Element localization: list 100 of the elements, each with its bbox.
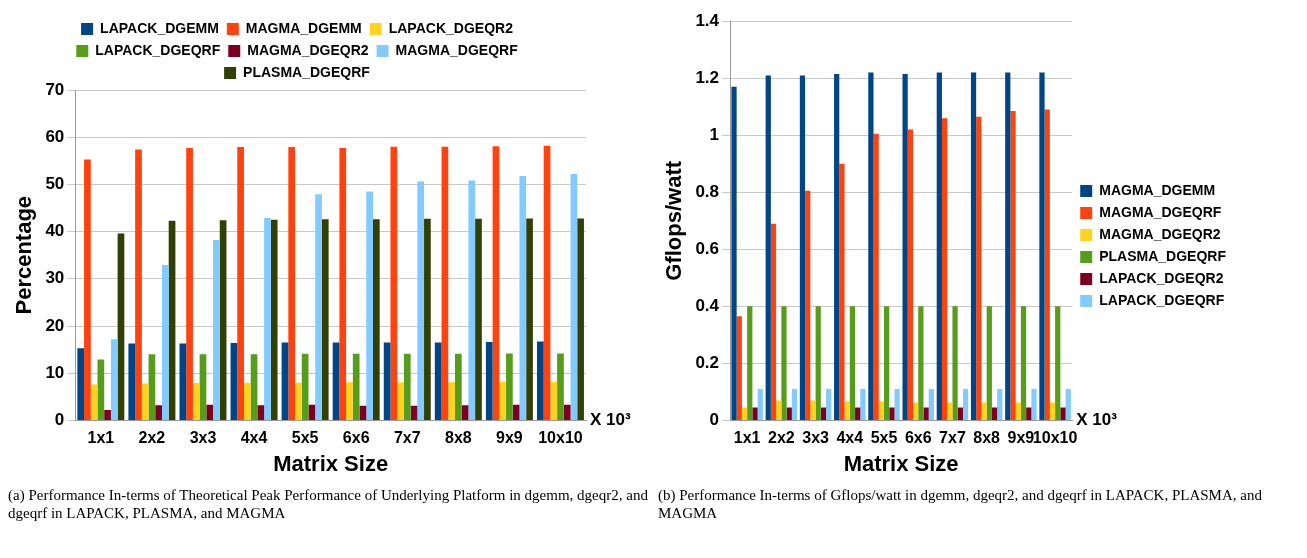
bar <box>1065 389 1071 420</box>
bar <box>485 342 493 420</box>
y-tick-label: 50 <box>45 174 65 194</box>
bar <box>889 407 895 420</box>
x-tick-label: 8x8 <box>973 429 1001 447</box>
legend-label: PLASMA_DGEQRF <box>243 63 371 80</box>
bar <box>434 342 442 420</box>
bar <box>902 73 908 420</box>
legend-label: LAPACK_DGEQRF <box>95 41 221 58</box>
bar <box>791 389 798 420</box>
bar <box>366 191 373 420</box>
x-axis-title: Matrix Size <box>843 450 959 476</box>
bar <box>526 218 533 420</box>
y-tick-label: 1.4 <box>695 10 720 30</box>
text: (b) Performance In-terms of Gflops/watt in dgemm, dgeqr2, and dgeqrf in LAPACK, PLASMA, and MAGMA <box>658 486 1263 522</box>
bar <box>757 389 763 420</box>
bar <box>1049 402 1056 420</box>
legend-label: MAGMA_DGEMM <box>1099 181 1216 198</box>
bar <box>557 353 564 420</box>
bar <box>752 407 758 420</box>
bar <box>346 382 353 420</box>
bar <box>155 405 162 420</box>
bar <box>860 389 866 420</box>
bar <box>206 404 214 420</box>
bar <box>397 382 404 420</box>
bar <box>148 354 156 420</box>
bar <box>799 75 806 420</box>
bar <box>1020 306 1027 420</box>
y-tick-label: 70 <box>45 79 65 99</box>
bar <box>868 72 874 420</box>
bar <box>499 381 507 420</box>
bar <box>928 389 934 420</box>
legend-label: MAGMA_DGEQR2 <box>1099 225 1221 242</box>
bar <box>776 400 782 420</box>
x-tick-label: 10x10 <box>1032 429 1078 447</box>
bar <box>403 353 411 420</box>
bar <box>352 353 360 420</box>
bar <box>577 218 584 420</box>
y-tick-label: 20 <box>45 315 65 335</box>
bar <box>461 405 469 420</box>
bar <box>878 401 885 420</box>
bar <box>219 220 227 420</box>
x-tick-label: 7x7 <box>939 429 966 447</box>
x-tick-label: 9x9 <box>1007 429 1035 447</box>
y-tick-label: 40 <box>45 221 65 241</box>
y-axis-title: Percentage <box>11 195 37 315</box>
bar <box>454 353 462 420</box>
bar <box>855 407 861 420</box>
x-tick-label: 5x5 <box>870 429 898 447</box>
legend-label: LAPACK_DGEQR2 <box>1099 269 1224 286</box>
x-tick-label: 2x2 <box>768 429 795 447</box>
bar <box>199 354 207 420</box>
bar <box>912 402 919 420</box>
bar <box>1044 109 1050 420</box>
bar <box>957 407 963 420</box>
bar <box>237 147 244 420</box>
bar <box>230 342 238 420</box>
bar <box>907 129 913 420</box>
bar <box>947 402 953 420</box>
x-tick-label: 6x6 <box>904 429 932 447</box>
x-tick-label: 3x3 <box>189 429 217 447</box>
bar <box>962 389 969 420</box>
bar <box>826 389 832 420</box>
bar <box>1055 306 1061 420</box>
bar <box>186 148 193 420</box>
bar <box>736 316 742 420</box>
bar <box>815 306 821 420</box>
bar <box>834 73 840 420</box>
bar <box>321 219 329 420</box>
bar <box>894 389 900 420</box>
bar <box>243 382 251 420</box>
bar <box>179 343 187 420</box>
bar <box>873 133 879 420</box>
bar <box>781 306 787 420</box>
x-tick-label: 5x5 <box>291 429 319 447</box>
bar <box>976 116 982 420</box>
y-tick-label: 1 <box>709 124 720 144</box>
bar <box>417 181 425 420</box>
bar <box>448 382 455 420</box>
bar <box>372 219 380 420</box>
bar <box>288 147 296 420</box>
y-tick-label: 0.2 <box>695 353 720 373</box>
legend-label: LAPACK_DGEQR2 <box>388 19 514 36</box>
bar <box>315 194 322 420</box>
y-axis-title: Gflops/watt <box>661 160 687 281</box>
x-tick-label: 3x3 <box>802 429 830 447</box>
bar <box>731 86 737 420</box>
bar <box>128 343 136 420</box>
bar <box>339 148 347 420</box>
x-tick-label: 6x6 <box>342 429 370 447</box>
bar <box>475 218 482 420</box>
bar <box>257 405 265 420</box>
bar <box>936 72 942 420</box>
y-tick-label: 60 <box>45 126 65 146</box>
bar <box>820 407 827 420</box>
y-tick-label: 0.6 <box>695 239 720 258</box>
bar <box>805 190 811 420</box>
bar <box>770 223 777 420</box>
y-tick-label: 0 <box>709 410 720 430</box>
bar <box>918 306 924 420</box>
